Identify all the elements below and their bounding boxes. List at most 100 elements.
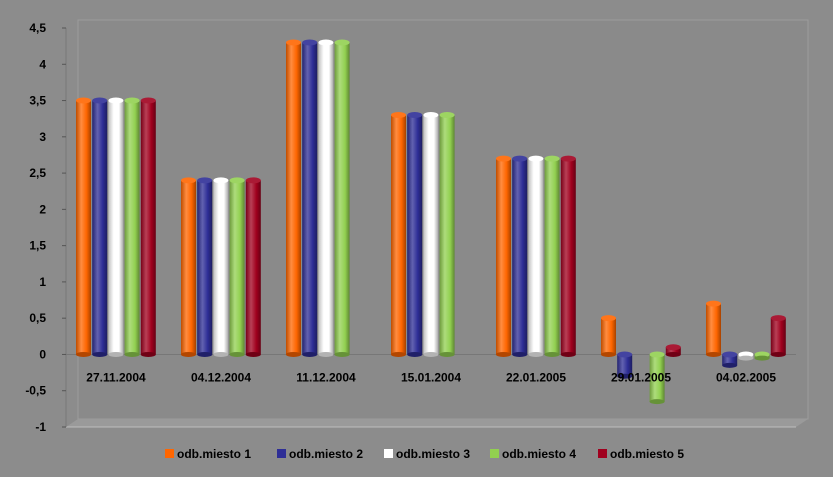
bar-cap <box>770 315 786 322</box>
bar-base <box>92 351 108 357</box>
y-tick-label: 0 <box>39 347 46 361</box>
bar <box>722 354 738 366</box>
bar-cap <box>601 315 616 322</box>
bar-base <box>140 351 156 357</box>
bar <box>544 158 560 355</box>
bar-base <box>124 351 140 357</box>
bar-base <box>617 373 633 379</box>
bar-base <box>181 351 196 357</box>
bar-cap <box>302 39 318 46</box>
y-tick-label: 3 <box>39 130 46 144</box>
bar-base <box>722 362 738 368</box>
bar <box>770 318 786 355</box>
bar <box>423 115 439 355</box>
bar <box>92 100 108 355</box>
bar-base <box>439 351 455 357</box>
legend-swatch <box>165 449 174 458</box>
bar-cap <box>334 39 350 46</box>
bar-cap <box>665 344 681 351</box>
bar-cap <box>181 177 196 184</box>
bar <box>229 180 245 355</box>
bar <box>706 303 721 355</box>
legend-label: odb.miesto 2 <box>289 447 363 461</box>
bar-base <box>302 351 318 357</box>
category-label: 15.01.2004 <box>401 370 461 384</box>
bar-base <box>560 351 576 357</box>
bar <box>649 354 665 402</box>
category-label: 04.12.2004 <box>191 370 251 384</box>
bar-base <box>213 351 229 357</box>
bar-base <box>286 351 301 357</box>
legend-swatch <box>277 449 286 458</box>
bar-base <box>496 351 511 357</box>
bar-cap <box>617 351 633 358</box>
bar-cap <box>92 97 108 104</box>
bar <box>334 42 350 355</box>
bar <box>512 158 528 355</box>
bar <box>391 115 406 355</box>
bar <box>665 347 681 355</box>
legend-swatch <box>490 449 499 458</box>
legend-label: odb.miesto 5 <box>610 447 684 461</box>
bar-cap <box>512 155 528 162</box>
bar <box>124 100 140 355</box>
bar-base <box>229 351 245 357</box>
bar <box>439 115 455 355</box>
bar <box>197 180 213 355</box>
bar <box>407 115 423 355</box>
bar <box>560 158 576 355</box>
bar-cap <box>544 155 560 162</box>
y-tick-label: 3,5 <box>29 94 46 108</box>
bar <box>496 158 511 355</box>
bar-base <box>108 351 124 357</box>
bar-base <box>76 351 91 357</box>
bar-cap <box>649 351 665 358</box>
y-tick-label: 4 <box>39 57 46 71</box>
bar-cap <box>439 112 455 119</box>
bar <box>617 354 633 377</box>
bar-cap <box>229 177 245 184</box>
bar-base <box>544 351 560 357</box>
bar-base <box>245 351 261 357</box>
bar-base <box>512 351 528 357</box>
category-label: 27.11.2004 <box>86 370 146 384</box>
bar-cap <box>560 155 576 162</box>
bar-base <box>738 355 754 361</box>
bar-base <box>334 351 350 357</box>
bar <box>213 180 229 355</box>
bar-base <box>601 351 616 357</box>
bar <box>245 180 261 355</box>
legend-swatch <box>598 449 607 458</box>
bar-cap <box>245 177 261 184</box>
bar-cap <box>528 155 544 162</box>
y-tick-label: -0,5 <box>25 384 46 398</box>
legend-swatch <box>384 449 393 458</box>
y-tick-label: 4,5 <box>29 21 46 35</box>
floor <box>66 419 808 427</box>
bar-base <box>706 351 721 357</box>
category-label: 22.01.2005 <box>506 370 566 384</box>
bar-base <box>423 351 439 357</box>
bar-cap <box>407 112 423 119</box>
y-tick-label: 2 <box>39 202 46 216</box>
y-tick-label: 0,5 <box>29 311 46 325</box>
y-tick-label: 2,5 <box>29 166 46 180</box>
bar <box>601 318 616 355</box>
bar-cap <box>318 39 334 46</box>
bar-base <box>391 351 406 357</box>
bar-cap <box>124 97 140 104</box>
bar-cap <box>496 155 511 162</box>
bar <box>528 158 544 355</box>
bar-base <box>649 399 665 405</box>
bar-base <box>770 351 786 357</box>
bar <box>302 42 318 355</box>
bar-cap <box>76 97 91 104</box>
bar-base <box>528 351 544 357</box>
y-tick-label: -1 <box>35 420 46 434</box>
bar-cap <box>286 39 301 46</box>
bar <box>286 42 301 355</box>
category-label: 11.12.2004 <box>296 370 356 384</box>
bar <box>76 100 91 355</box>
